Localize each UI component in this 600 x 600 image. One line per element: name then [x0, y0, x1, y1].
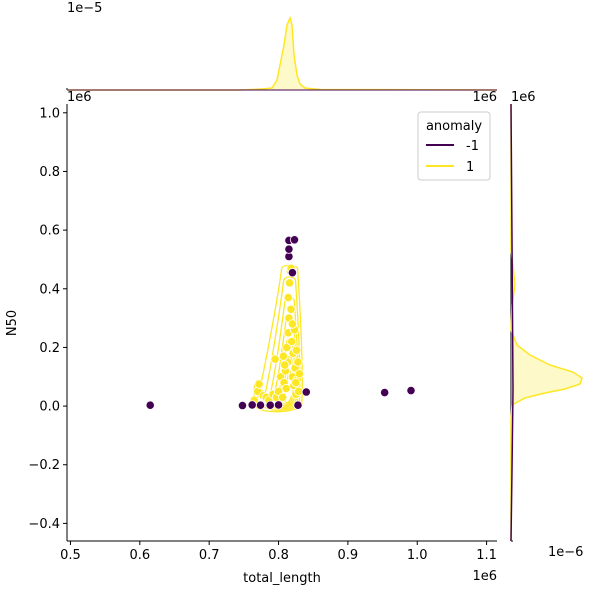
scatter-point-anomaly — [287, 268, 298, 278]
scatter-point-normal — [286, 304, 296, 314]
scatter-point-normal — [254, 379, 264, 389]
x-tick-label: 1.1 — [476, 548, 497, 563]
legend-title: anomaly — [426, 119, 482, 134]
scatter-point-normal — [280, 360, 290, 370]
right-marginal-kde-fill — [511, 104, 582, 541]
scatter-point-anomaly — [255, 400, 266, 410]
y-axis-label: N50 — [5, 310, 20, 336]
y-tick-label: −0.2 — [28, 458, 60, 473]
right-marginal-kde-line — [510, 104, 583, 541]
scatter-point-normal — [285, 278, 295, 288]
x-tick-label: 1.0 — [407, 548, 428, 563]
scatter-point-anomaly — [145, 400, 155, 410]
tick-layer: 0.5 0.6 0.7 0.8 0.9 1.0 1.1 −0.4 −0.2 0.0 0.2 0.4 0.… — [28, 106, 497, 563]
legend-label-anomaly: -1 — [466, 139, 479, 154]
scatter-point-normal — [287, 319, 298, 329]
y-tick-label: −0.4 — [28, 517, 60, 532]
scatter-point-normal — [291, 378, 301, 388]
right-marginal-offset-label: 1e6 — [511, 90, 536, 105]
scatter-point-normal — [281, 383, 291, 394]
x-tick-label: 0.6 — [129, 548, 150, 563]
legend: anomaly -1 1 — [417, 111, 491, 181]
right-marginal-bottom-offset-label: 1e−6 — [548, 545, 583, 560]
scatter-point-normal — [282, 342, 292, 353]
scatter-point-normal — [291, 345, 302, 355]
scatter-point-normal — [293, 357, 303, 367]
scatter-point-anomaly — [284, 244, 294, 254]
scatter-point-anomaly — [237, 400, 248, 411]
y-tick-label: 0.2 — [39, 341, 60, 356]
scatter-point-anomaly — [293, 400, 303, 410]
scatter-point-anomaly — [380, 387, 390, 398]
scatter-point-anomaly — [265, 400, 275, 410]
top-marginal-offset-label: 1e−5 — [67, 1, 102, 16]
scatter-point-anomaly — [406, 385, 416, 396]
y-offset-label-top-left: 1e6 — [67, 90, 92, 105]
x-tick-label: 0.8 — [268, 548, 289, 563]
scatter-point-normal — [283, 292, 293, 303]
scatter-point-normal — [278, 351, 288, 361]
y-tick-label: 0.6 — [39, 224, 60, 239]
x-tick-label: 0.9 — [338, 548, 359, 563]
y-tick-label: 0.4 — [39, 282, 60, 297]
y-tick-label: 1.0 — [39, 106, 60, 121]
scatter-point-anomaly — [273, 400, 284, 410]
scatter-point-normal — [270, 354, 280, 364]
x-offset-label: 1e6 — [472, 569, 497, 584]
x-axis-label: total_length — [243, 571, 321, 586]
top-marginal-kde-fill — [67, 18, 497, 90]
points-layer — [145, 235, 416, 411]
right-marginal-kde-anomaly-line — [510, 103, 514, 542]
top-marginal-kde-line — [67, 15, 498, 91]
x-offset-label-top-right: 1e6 — [472, 90, 497, 105]
legend-label-normal: 1 — [466, 160, 474, 175]
y-tick-label: 0.0 — [39, 400, 60, 415]
scatter-point-normal — [294, 386, 304, 397]
x-tick-label: 0.5 — [60, 548, 81, 563]
scatter-point-normal — [287, 336, 297, 347]
scatter-point-anomaly — [247, 400, 257, 410]
scatter-point-anomaly — [301, 387, 311, 397]
y-tick-label: 0.8 — [39, 165, 60, 180]
scatter-point-normal — [278, 392, 288, 402]
x-tick-label: 0.7 — [199, 548, 220, 563]
scatter-point-normal — [294, 369, 304, 379]
scatter-point-anomaly — [289, 235, 300, 245]
